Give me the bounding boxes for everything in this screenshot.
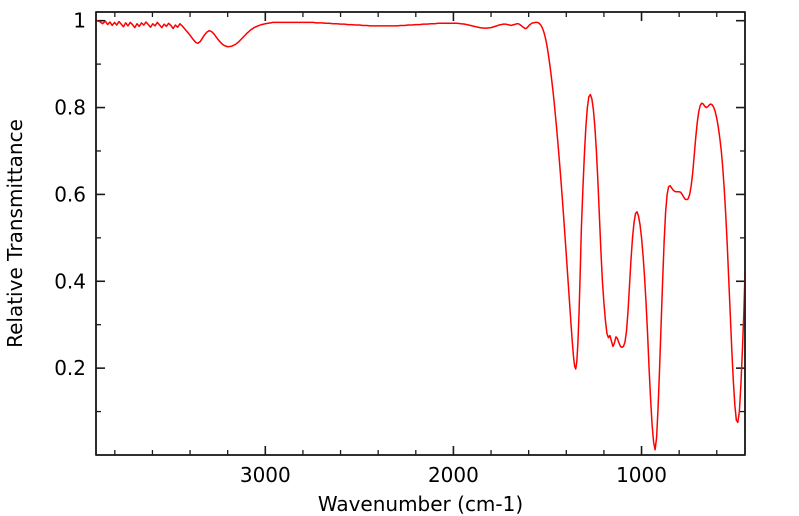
- y-tick-label: 1: [73, 9, 86, 33]
- y-tick-label: 0.4: [54, 269, 86, 293]
- y-axis-title: Relative Transmittance: [3, 119, 27, 348]
- x-tick-label: 1000: [616, 463, 667, 487]
- plot-frame: [95, 11, 746, 456]
- spectrum-line: [95, 19, 746, 451]
- y-tick-label: 0.2: [54, 356, 86, 380]
- x-axis-title: Wavenumber (cm-1): [318, 492, 523, 516]
- x-tick-label: 3000: [240, 463, 291, 487]
- x-tick-label: 2000: [428, 463, 479, 487]
- y-tick-label: 0.6: [54, 182, 86, 206]
- y-tick-label: 0.8: [54, 96, 86, 120]
